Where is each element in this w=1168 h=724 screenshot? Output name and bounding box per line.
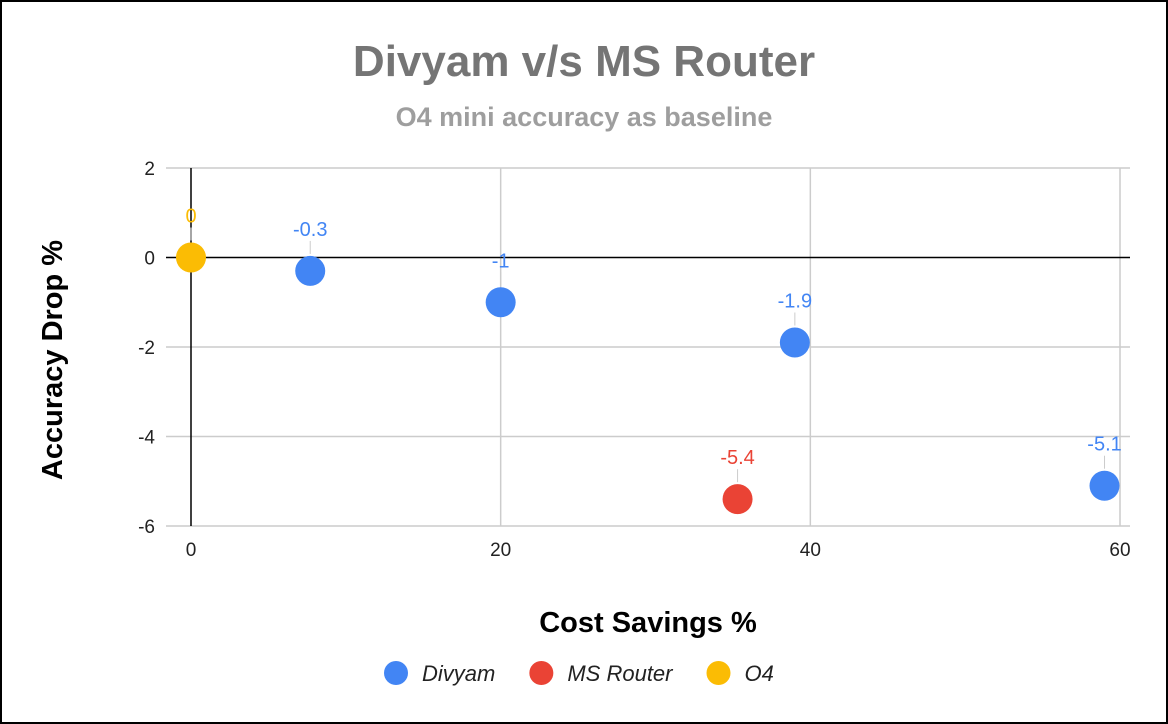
x-tick-label: 20 (490, 540, 511, 561)
y-tick-label: 2 (144, 159, 155, 180)
y-axis-title: Accuracy Drop % (37, 240, 69, 480)
x-axis-title: Cost Savings % (539, 607, 757, 639)
x-tick-label: 0 (186, 540, 197, 561)
ms-router-point (722, 484, 753, 515)
legend: Divyam MS Router O4 (384, 661, 774, 686)
divyam-data-label: -0.3 (293, 219, 327, 241)
x-tick-label: 60 (1109, 540, 1130, 561)
tick-labels: 20-2-4-60 20 40 60 (138, 159, 1130, 561)
ms-router-data-label: -5.4 (720, 447, 754, 469)
data-points (176, 242, 1120, 515)
chart-title: Divyam v/s MS Router (353, 37, 815, 86)
y-tick-label: -4 (138, 428, 155, 449)
o4-point (176, 242, 206, 273)
divyam-point (1089, 470, 1120, 501)
divyam-point (295, 255, 326, 286)
o4-data-label: 0 (185, 206, 196, 228)
data-labels: -0.3 -1 -1.9 -5.1 -5.4 0 (185, 206, 1122, 483)
y-tick-label: -2 (138, 338, 155, 359)
legend-label-o4: O4 (745, 661, 774, 686)
y-tick-label: 0 (144, 249, 155, 270)
legend-label-ms-router: MS Router (567, 661, 674, 686)
chart-subtitle: O4 mini accuracy as baseline (396, 102, 773, 132)
divyam-point (779, 327, 810, 358)
legend-marker-ms-router (529, 661, 554, 685)
divyam-data-label: -5.1 (1087, 434, 1121, 456)
legend-label-divyam: Divyam (422, 661, 495, 686)
legend-marker-o4 (706, 661, 731, 685)
gridlines (166, 167, 1130, 527)
divyam-data-label: -1 (492, 250, 510, 272)
divyam-point (485, 287, 516, 318)
divyam-data-label: -1.9 (778, 291, 812, 313)
y-tick-label: -6 (138, 517, 155, 538)
legend-marker-divyam (384, 661, 408, 685)
x-tick-label: 40 (800, 540, 821, 561)
